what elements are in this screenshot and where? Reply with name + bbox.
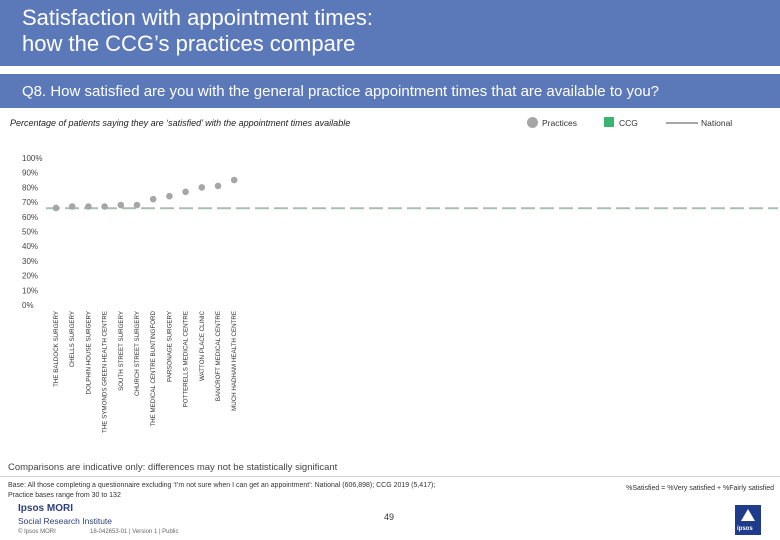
title-bar <box>0 0 780 66</box>
practice-point <box>182 188 189 196</box>
practice-point <box>166 192 173 200</box>
legend-ccg-label: CCG <box>619 118 638 128</box>
question-text: Q8. How satisfied are you with the gener… <box>22 83 660 100</box>
category-label: CHELLS SURGERY <box>69 311 76 367</box>
category-label: BANCROFT MEDICAL CENTRE <box>215 311 222 401</box>
legend-national-swatch <box>666 122 698 124</box>
category-label: THE BALDOCK SURGERY <box>53 311 60 387</box>
copyright: © Ipsos MORI <box>18 529 56 535</box>
base-note: Base: All those completing a questionnai… <box>8 482 436 499</box>
y-tick-label: 10% <box>22 286 38 295</box>
legend-practices-label: Practices <box>542 118 577 128</box>
question-bar <box>0 74 780 108</box>
chart-area: 0% 10% 20% 30% 40% 50% 60% 70% 80% 90% 100% THE BAL… <box>22 154 778 433</box>
ipsos-logo-text: Ipsos MORI <box>18 503 74 514</box>
badge-text: ipsos <box>737 526 753 532</box>
y-tick-label: 90% <box>22 169 38 178</box>
practice-point <box>230 176 238 184</box>
version-info: 18-042653-01 | Version 1 | Public <box>90 529 179 535</box>
practice-point <box>85 203 92 210</box>
y-tick-label: 20% <box>22 272 38 281</box>
y-tick-label: 80% <box>22 183 38 192</box>
legend-ccg-swatch <box>604 117 614 127</box>
page-title: Satisfaction with appointment times: how… <box>22 5 373 56</box>
y-tick-label: 60% <box>22 213 38 222</box>
badge-triangle-icon <box>741 509 755 521</box>
category-label: MUCH HADHAM HEALTH CENTRE <box>231 311 238 411</box>
chart-subtitle: Percentage of patients saying they are ‘… <box>10 118 351 128</box>
practice-point <box>133 201 141 209</box>
footer-divider <box>0 476 780 477</box>
page-number: 49 <box>384 512 395 522</box>
y-tick-label: 50% <box>22 228 38 237</box>
institute-logo-text: Social Research Institute <box>18 516 113 526</box>
y-tick-label: 30% <box>22 257 38 266</box>
comparisons-note: Comparisons are indicative only: differe… <box>8 462 338 473</box>
practice-point <box>198 184 206 191</box>
category-label: WATTON PLACE CLINIC <box>199 310 206 381</box>
practice-point <box>117 201 125 209</box>
y-tick-label: 70% <box>22 198 38 207</box>
practice-point <box>214 182 222 190</box>
practice-point <box>52 204 60 212</box>
practice-point <box>101 203 108 210</box>
practice-point <box>149 195 157 203</box>
category-label: CHURCH STREET SURGERY <box>134 311 141 396</box>
category-label: POTTERELLS MEDICAL CENTRE <box>183 311 190 407</box>
category-label: DOLPHIN HOUSE SURGERY <box>85 311 92 394</box>
y-tick-label: 40% <box>22 242 38 251</box>
category-label: SOUTH STREET SURGERY <box>118 311 125 391</box>
category-label: THE MEDICAL CENTRE BUNTINGFORD <box>150 310 157 426</box>
y-tick-label: 100% <box>22 154 42 163</box>
legend-practices-swatch <box>527 117 538 128</box>
category-label: THE SYMONDS GREEN HEALTH CENTRE <box>102 311 109 433</box>
satisfied-definition: %Satisfied = %Very satisfied + %Fairly s… <box>626 485 774 492</box>
y-tick-label: 0% <box>22 301 34 310</box>
legend-national-label: National <box>701 118 733 128</box>
practice-point <box>68 203 76 210</box>
ipsos-badge-icon: ipsos <box>735 505 761 535</box>
category-label: PARSONAGE SURGERY <box>166 311 173 382</box>
